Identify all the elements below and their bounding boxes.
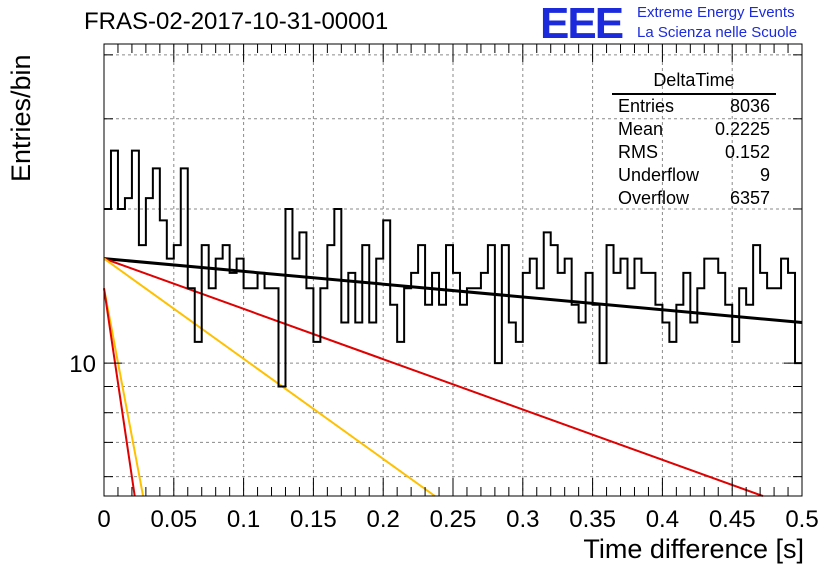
x-axis-label: Time difference [s]	[583, 534, 804, 564]
stats-value: 0.152	[724, 142, 770, 162]
x-tick-label: 0.45	[709, 506, 756, 533]
y-tick-label: 10	[69, 351, 96, 378]
x-tick-label: 0.05	[150, 506, 197, 533]
axes	[103, 43, 803, 497]
x-tick-label: 0.1	[227, 506, 260, 533]
tick-labels: 0 0.05 0.1 0.15 0.2 0.25 0.3 0.35 0.4 0.45 0.5 10	[69, 351, 818, 533]
stats-row-rms: RMS 0.152	[610, 141, 780, 164]
histogram-bars	[104, 149, 802, 388]
stats-row-mean: Mean 0.2225	[610, 118, 780, 141]
fit-curve-3	[103, 288, 145, 497]
fit-curves	[103, 257, 803, 497]
stats-row-overflow: Overflow 6357	[610, 187, 780, 210]
histogram-outline	[104, 149, 802, 388]
fit-curve-4	[103, 288, 136, 497]
stats-label: Mean	[618, 119, 664, 139]
stats-row-underflow: Underflow 9	[610, 164, 780, 187]
stats-value: 9	[759, 165, 770, 185]
stats-value: 8036	[729, 96, 770, 116]
stats-box: DeltaTime Entries 8036 Mean 0.2225 RMS 0…	[610, 70, 780, 210]
x-tick-label: 0	[97, 506, 110, 533]
x-tick-label: 0.15	[290, 506, 337, 533]
stats-label: RMS	[618, 142, 658, 162]
logo-line-1: Extreme Energy Events	[637, 4, 795, 21]
fit-curve-0	[103, 257, 803, 325]
chart-title: FRAS-02-2017-10-31-00001	[84, 8, 389, 35]
x-tick-label: 0.5	[785, 506, 818, 533]
stats-label: Underflow	[618, 165, 700, 185]
x-tick-label: 0.4	[646, 506, 679, 533]
stats-title: DeltaTime	[612, 70, 776, 95]
x-tick-label: 0.3	[506, 506, 539, 533]
stats-row-entries: Entries 8036	[610, 95, 780, 118]
x-tick-label: 0.2	[367, 506, 400, 533]
fit-curve-2	[103, 257, 436, 497]
stats-label: Entries	[618, 96, 675, 116]
stats-value: 0.2225	[714, 119, 770, 139]
fit-curve-1	[103, 257, 764, 497]
stats-value: 6357	[729, 188, 770, 208]
x-tick-label: 0.25	[430, 506, 477, 533]
x-tick-label: 0.35	[569, 506, 616, 533]
stats-label: Overflow	[618, 188, 690, 208]
logo-line-2: La Scienza nelle Scuole	[637, 24, 798, 41]
logo-mark: EEE	[540, 0, 624, 48]
y-axis-label: Entries/bin	[6, 54, 36, 182]
